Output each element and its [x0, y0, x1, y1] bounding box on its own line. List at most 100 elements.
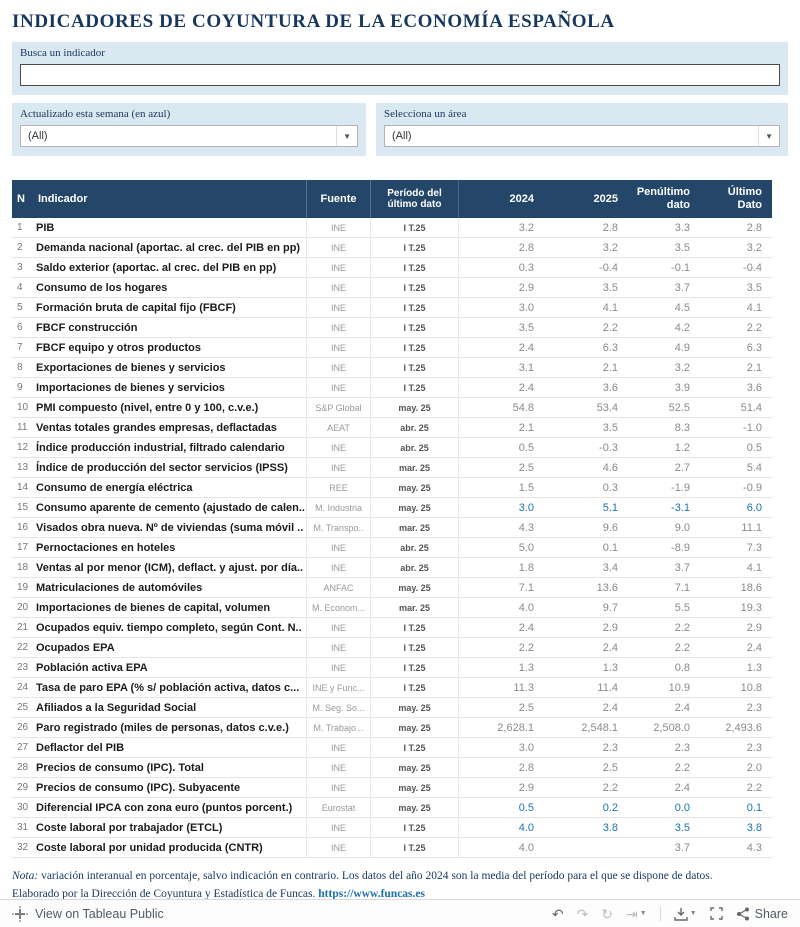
- table-row[interactable]: 29 Precios de consumo (IPC). Subyacente IN…: [12, 778, 772, 798]
- table-row[interactable]: 24 Tasa de paro EPA (% s/ población activ…: [12, 678, 772, 698]
- redo-icon[interactable]: ↷: [576, 905, 589, 922]
- table-row[interactable]: 3 Saldo exterior (aportac. al crec. del P…: [12, 258, 772, 278]
- table-row[interactable]: 23 Población activa EPA INE I T.25 1.3 1.3 0.8…: [12, 658, 772, 678]
- source-cell: INE: [306, 318, 370, 337]
- source-cell: INE: [306, 558, 370, 577]
- table-row[interactable]: 10 PMI compuesto (nivel, entre 0 y 100, c…: [12, 398, 772, 418]
- value-2025: 2.2: [602, 781, 618, 794]
- table-row[interactable]: 19 Matriculaciones de automóviles ANFAC may…: [12, 578, 772, 598]
- value-2024: 2.8: [458, 758, 542, 777]
- source-cell: INE: [306, 618, 370, 637]
- value-penultimate: -1.9: [671, 481, 690, 494]
- pause-updates-icon[interactable]: ⇥ ▼: [626, 905, 647, 922]
- indicator-name: Formación bruta de capital fijo (FBCF): [36, 301, 236, 314]
- value-2024: 1.5: [458, 478, 542, 497]
- indicator-name: Saldo exterior (aportac. al crec. del PI…: [36, 261, 277, 274]
- value-2025: 2,548.1: [581, 721, 618, 734]
- value-2025: 4.1: [602, 301, 618, 314]
- filter-updated-panel: Actualizado esta semana (en azul) (All) …: [12, 103, 366, 156]
- table-row[interactable]: 2 Demanda nacional (aportac. al crec. del…: [12, 238, 772, 258]
- period-cell: I T.25: [370, 278, 458, 297]
- indicator-name: Índice producción industrial, filtrado c…: [36, 441, 285, 454]
- table-row[interactable]: 21 Ocupados equiv. tiempo completo, según…: [12, 618, 772, 638]
- table-row[interactable]: 5 Formación bruta de capital fijo (FBCF) I…: [12, 298, 772, 318]
- table-row[interactable]: 4 Consumo de los hogares INE I T.25 2.9 3.5 3.…: [12, 278, 772, 298]
- chevron-down-icon: ▼: [758, 126, 779, 146]
- value-penultimate: 2,508.0: [653, 721, 690, 734]
- indicator-name: Ventas totales grandes empresas, deflact…: [36, 421, 277, 434]
- source-cell: INE: [306, 778, 370, 797]
- row-number: 22: [17, 642, 29, 653]
- table-row[interactable]: 13 Índice de producción del sector servic…: [12, 458, 772, 478]
- period-cell: abr. 25: [370, 418, 458, 437]
- table-row[interactable]: 11 Ventas totales grandes empresas, defla…: [12, 418, 772, 438]
- table-row[interactable]: 7 FBCF equipo y otros productos INE I T.25 2…: [12, 338, 772, 358]
- source-cell: INE: [306, 358, 370, 377]
- period-cell: may. 25: [370, 698, 458, 717]
- share-button[interactable]: Share: [736, 907, 788, 921]
- table-row[interactable]: 25 Afiliados a la Seguridad Social M. Seg.…: [12, 698, 772, 718]
- source-cell: INE: [306, 238, 370, 257]
- view-on-tableau-label: View on Tableau Public: [35, 906, 164, 921]
- filter-updated-dropdown[interactable]: (All) ▼: [20, 125, 358, 147]
- table-row[interactable]: 12 Índice producción industrial, filtrado…: [12, 438, 772, 458]
- value-last: 2.1: [746, 361, 762, 374]
- search-input[interactable]: [20, 64, 780, 86]
- source-cell: ANFAC: [306, 578, 370, 597]
- value-2025: 9.7: [602, 601, 618, 614]
- funcas-link[interactable]: https://www.funcas.es: [318, 887, 425, 900]
- filter-updated-value: (All): [28, 130, 48, 142]
- indicator-name: Consumo de los hogares: [36, 281, 168, 294]
- indicator-name: Afiliados a la Seguridad Social: [36, 701, 197, 714]
- table-row[interactable]: 32 Coste laboral por unidad producida (CN…: [12, 838, 772, 858]
- value-penultimate: 0.0: [674, 801, 690, 814]
- table-row[interactable]: 9 Importaciones de bienes y servicios INE I…: [12, 378, 772, 398]
- table-row[interactable]: 8 Exportaciones de bienes y servicios INE I…: [12, 358, 772, 378]
- period-cell: may. 25: [370, 398, 458, 417]
- indicator-name: PIB: [36, 221, 55, 234]
- table-row[interactable]: 26 Paro registrado (miles de personas, da…: [12, 718, 772, 738]
- table-row[interactable]: 6 FBCF construcción INE I T.25 3.5 2.2 4.2 2.2: [12, 318, 772, 338]
- value-penultimate: 7.1: [674, 581, 690, 594]
- value-2025: 3.8: [602, 821, 618, 834]
- value-2024: 2.5: [458, 698, 542, 717]
- undo-icon[interactable]: ↶: [551, 905, 564, 922]
- table-row[interactable]: 30 Diferencial IPCA con zona euro (puntos…: [12, 798, 772, 818]
- value-penultimate: 2.2: [674, 761, 690, 774]
- header-indicador: Indicador: [38, 192, 88, 205]
- reset-icon[interactable]: ↻: [601, 905, 614, 922]
- table-row[interactable]: 27 Deflactor del PIB INE I T.25 3.0 2.3 2.3 2.3: [12, 738, 772, 758]
- table-body: 1 PIB INE I T.25 3.2 2.8 3.3 2.8 2 Demanda nacion…: [12, 218, 772, 858]
- filter-area-dropdown[interactable]: (All) ▼: [384, 125, 780, 147]
- download-icon[interactable]: ▼: [674, 907, 697, 921]
- value-penultimate: 3.5: [674, 821, 690, 834]
- row-number: 27: [17, 742, 29, 753]
- value-penultimate: 0.8: [674, 661, 690, 674]
- value-2025: 3.2: [602, 241, 618, 254]
- header-ultimo: Último Dato: [727, 186, 762, 211]
- period-cell: may. 25: [370, 498, 458, 517]
- table-row[interactable]: 1 PIB INE I T.25 3.2 2.8 3.3 2.8: [12, 218, 772, 238]
- value-2024: 2.9: [458, 778, 542, 797]
- table-row[interactable]: 20 Importaciones de bienes de capital, vo…: [12, 598, 772, 618]
- table-row[interactable]: 22 Ocupados EPA INE I T.25 2.2 2.4 2.2 2.4: [12, 638, 772, 658]
- table-row[interactable]: 31 Coste laboral por trabajador (ETCL) INE…: [12, 818, 772, 838]
- table-row[interactable]: 28 Precios de consumo (IPC). Total INE may.…: [12, 758, 772, 778]
- header-2025: 2025: [593, 192, 618, 205]
- table-row[interactable]: 15 Consumo aparente de cemento (ajustado …: [12, 498, 772, 518]
- fullscreen-icon[interactable]: [709, 907, 723, 920]
- table-row[interactable]: 16 Visados obra nueva. Nº de viviendas (s…: [12, 518, 772, 538]
- indicator-name: Deflactor del PIB: [36, 741, 125, 754]
- table-row[interactable]: 17 Pernoctaciones en hoteles INE abr. 25 5.0…: [12, 538, 772, 558]
- value-2024: 3.2: [458, 218, 542, 237]
- source-cell: M. Transpo..: [306, 518, 370, 537]
- source-cell: Eurostat: [306, 798, 370, 817]
- value-2025: -0.4: [599, 261, 618, 274]
- tableau-branding[interactable]: View on Tableau Public: [12, 905, 164, 922]
- indicator-name: Ocupados EPA: [36, 641, 115, 654]
- table-row[interactable]: 14 Consumo de energía eléctrica REE may. 25…: [12, 478, 772, 498]
- table-row[interactable]: 18 Ventas al por menor (ICM), deflact. y …: [12, 558, 772, 578]
- value-last: 3.6: [746, 381, 762, 394]
- value-2025: 53.4: [596, 401, 618, 414]
- value-last: 4.1: [746, 301, 762, 314]
